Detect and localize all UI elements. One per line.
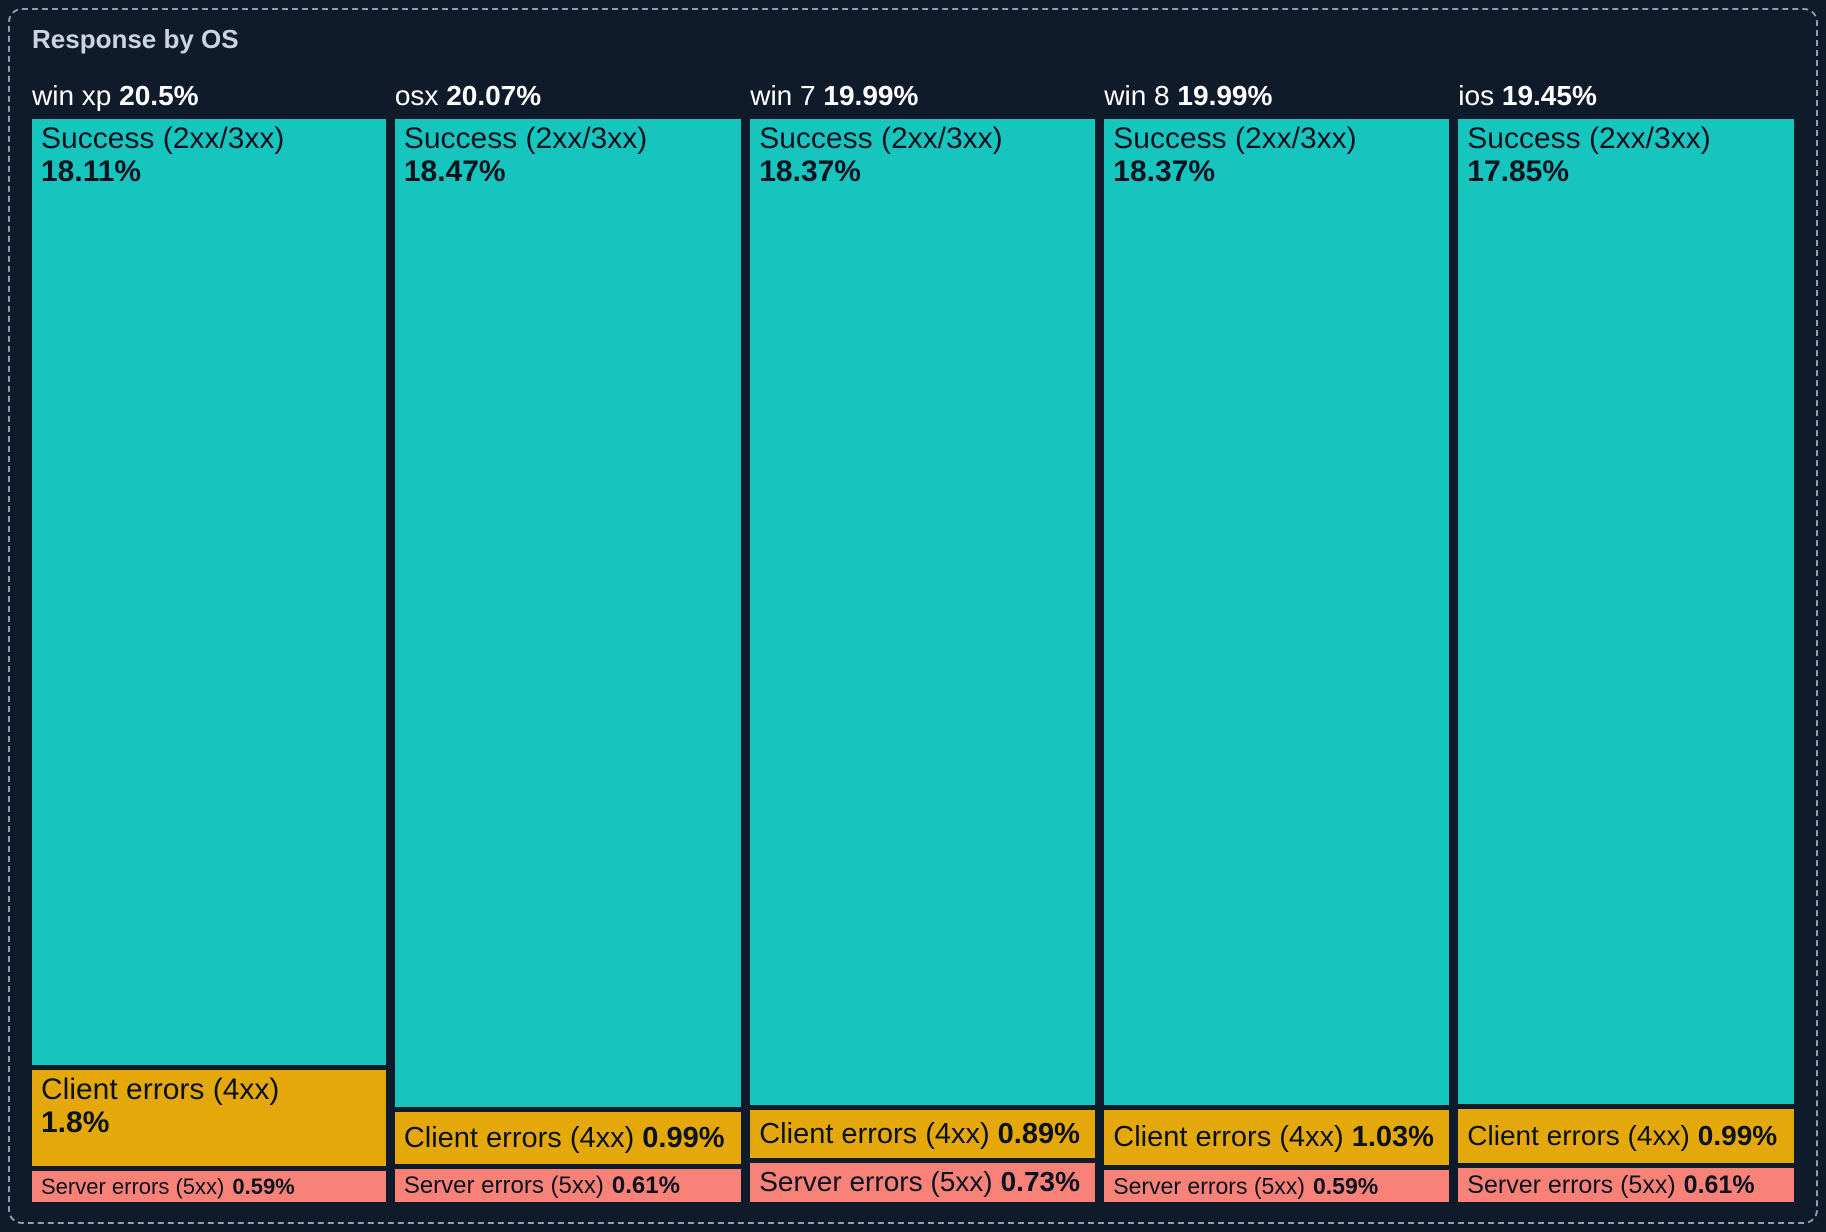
block-label: Client errors (4xx) — [759, 1117, 990, 1150]
block-value: 0.99% — [1697, 1120, 1778, 1152]
column-header-win-7[interactable]: win 7 19.99% — [750, 80, 1095, 112]
column-header-win-xp[interactable]: win xp 20.5% — [32, 80, 386, 112]
block-label: Client errors (4xx) — [41, 1072, 280, 1106]
os-name: win 8 — [1104, 80, 1170, 111]
block-success-2xx-3xx-win-7[interactable]: Success (2xx/3xx) 18.37% — [750, 119, 1096, 1106]
column-blocks: Success (2xx/3xx) 18.47% Client errors (4x… — [394, 119, 742, 1202]
block-server-errors-5xx-win-7[interactable]: Server errors (5xx) 0.73% — [750, 1162, 1096, 1202]
column-blocks: Success (2xx/3xx) 17.85% Client errors (4x… — [1458, 119, 1794, 1203]
block-client-errors-4xx-win-8[interactable]: Client errors (4xx) 1.03% — [1104, 1110, 1450, 1166]
os-share-value: 20.07% — [446, 80, 542, 111]
block-value: 0.89% — [997, 1117, 1080, 1150]
block-value: 17.85% — [1467, 155, 1570, 188]
block-label: Server errors (5xx) — [1113, 1172, 1305, 1199]
block-label: Success (2xx/3xx) — [1113, 122, 1357, 155]
response-by-os-panel: Response by OS win xp 20.5% Success (2xx/… — [8, 8, 1818, 1224]
block-client-errors-4xx-win-7[interactable]: Client errors (4xx) 0.89% — [750, 1110, 1096, 1158]
block-label: Server errors (5xx) — [1467, 1170, 1676, 1199]
block-server-errors-5xx-win-xp[interactable]: Server errors (5xx) 0.59% — [32, 1171, 386, 1202]
block-value: 18.47% — [403, 155, 506, 188]
treemap-column-win-8: win 8 19.99% Success (2xx/3xx) 18.37% Clien… — [1104, 80, 1450, 1202]
block-server-errors-5xx-ios[interactable]: Server errors (5xx) 0.61% — [1458, 1168, 1794, 1203]
treemap-column-win-xp: win xp 20.5% Success (2xx/3xx) 18.11% Clien… — [32, 80, 386, 1202]
block-client-errors-4xx-ios[interactable]: Client errors (4xx) 0.99% — [1458, 1108, 1794, 1164]
column-blocks: Success (2xx/3xx) 18.11% Client errors (4x… — [32, 119, 386, 1202]
os-share-value: 19.99% — [1177, 80, 1273, 111]
block-value: 1.8% — [41, 1105, 110, 1139]
os-name: win 7 — [750, 80, 816, 111]
block-label: Server errors (5xx) — [759, 1166, 993, 1198]
treemap-column-ios: ios 19.45% Success (2xx/3xx) 17.85% Client … — [1458, 80, 1794, 1203]
block-client-errors-4xx-win-xp[interactable]: Client errors (4xx) 1.8% — [32, 1069, 386, 1167]
block-label: Server errors (5xx) — [403, 1171, 604, 1199]
os-share-value: 19.99% — [823, 80, 919, 111]
os-name: ios — [1458, 80, 1495, 111]
os-name: osx — [394, 80, 439, 111]
treemap: win xp 20.5% Success (2xx/3xx) 18.11% Clien… — [32, 80, 1794, 1203]
block-client-errors-4xx-osx[interactable]: Client errors (4xx) 0.99% — [394, 1111, 742, 1165]
block-label: Success (2xx/3xx) — [1467, 122, 1711, 155]
block-value: 0.59% — [232, 1173, 295, 1199]
block-value: 0.59% — [1312, 1172, 1379, 1199]
column-header-win-8[interactable]: win 8 19.99% — [1104, 80, 1449, 112]
block-label: Success (2xx/3xx) — [403, 122, 648, 155]
block-label: Server errors (5xx) — [41, 1173, 225, 1199]
block-value: 0.61% — [1683, 1170, 1755, 1199]
panel-title: Response by OS — [32, 24, 239, 54]
block-label: Success (2xx/3xx) — [41, 122, 285, 155]
os-share-value: 19.45% — [1501, 80, 1597, 111]
os-name: win xp — [32, 80, 112, 111]
column-header-osx[interactable]: osx 20.07% — [395, 80, 741, 112]
block-value: 0.61% — [611, 1171, 680, 1199]
block-label: Client errors (4xx) — [1113, 1121, 1344, 1154]
block-value: 0.73% — [1000, 1166, 1081, 1198]
block-success-2xx-3xx-win-8[interactable]: Success (2xx/3xx) 18.37% — [1104, 119, 1450, 1106]
block-label: Client errors (4xx) — [1467, 1120, 1690, 1152]
column-header-ios[interactable]: ios 19.45% — [1458, 80, 1794, 112]
block-server-errors-5xx-win-8[interactable]: Server errors (5xx) 0.59% — [1104, 1170, 1450, 1202]
block-success-2xx-3xx-win-xp[interactable]: Success (2xx/3xx) 18.11% — [32, 119, 386, 1065]
column-blocks: Success (2xx/3xx) 18.37% Client errors (4x… — [1104, 119, 1450, 1202]
treemap-column-win-7: win 7 19.99% Success (2xx/3xx) 18.37% Clien… — [750, 80, 1096, 1202]
block-server-errors-5xx-osx[interactable]: Server errors (5xx) 0.61% — [394, 1169, 742, 1202]
column-blocks: Success (2xx/3xx) 18.37% Client errors (4x… — [750, 119, 1096, 1202]
block-value: 18.37% — [1113, 155, 1216, 188]
block-value: 18.11% — [41, 155, 142, 188]
block-success-2xx-3xx-osx[interactable]: Success (2xx/3xx) 18.47% — [394, 119, 742, 1107]
block-value: 18.37% — [759, 155, 861, 188]
os-share-value: 20.5% — [119, 80, 199, 111]
block-value: 1.03% — [1351, 1121, 1434, 1154]
block-label: Client errors (4xx) — [403, 1121, 635, 1154]
block-label: Success (2xx/3xx) — [759, 122, 1003, 155]
treemap-column-osx: osx 20.07% Success (2xx/3xx) 18.47% Client … — [394, 80, 742, 1202]
block-value: 0.99% — [642, 1121, 725, 1154]
block-success-2xx-3xx-ios[interactable]: Success (2xx/3xx) 17.85% — [1458, 119, 1794, 1104]
